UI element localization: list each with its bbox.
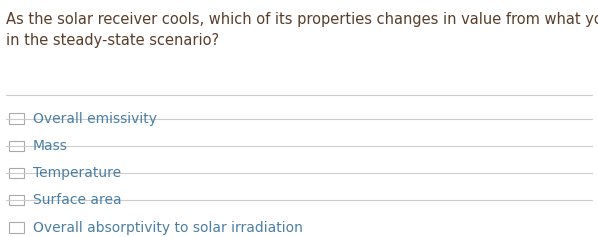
Text: Mass: Mass (33, 139, 68, 153)
Text: As the solar receiver cools, which of its properties changes in value from what : As the solar receiver cools, which of it… (6, 12, 598, 48)
Text: Overall absorptivity to solar irradiation: Overall absorptivity to solar irradiatio… (33, 220, 303, 235)
Text: Overall emissivity: Overall emissivity (33, 111, 157, 126)
FancyBboxPatch shape (9, 195, 24, 205)
FancyBboxPatch shape (9, 113, 24, 124)
Text: Temperature: Temperature (33, 166, 121, 180)
Text: Surface area: Surface area (33, 193, 121, 207)
FancyBboxPatch shape (9, 222, 24, 233)
FancyBboxPatch shape (9, 141, 24, 151)
FancyBboxPatch shape (9, 168, 24, 178)
